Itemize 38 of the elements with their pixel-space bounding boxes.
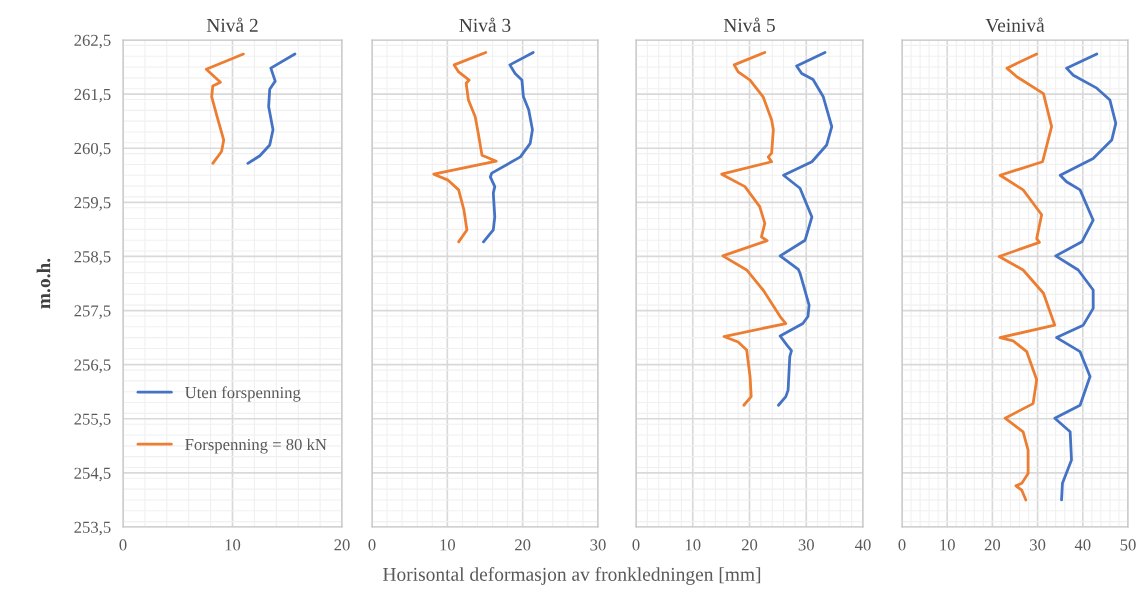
y-tick-label: 256,5 bbox=[74, 359, 111, 374]
legend-label: Forspenning = 80 kN bbox=[185, 438, 327, 454]
y-tick-label: 261,5 bbox=[74, 88, 111, 103]
line-series bbox=[246, 52, 297, 165]
y-tick-label: 258,5 bbox=[74, 251, 111, 265]
y-tick-label: 260,5 bbox=[74, 142, 111, 157]
x-tick-label: 20 bbox=[741, 539, 758, 551]
y-tick-label: 262,5 bbox=[74, 34, 111, 49]
y-tick-label: 255,5 bbox=[74, 413, 111, 428]
chart-title: Veinivå bbox=[985, 17, 1045, 32]
x-tick-label: 30 bbox=[1030, 539, 1046, 551]
x-tick-label: 40 bbox=[854, 539, 871, 551]
x-tick-label: 30 bbox=[590, 539, 606, 551]
x-tick-label: 0 bbox=[632, 539, 640, 551]
x-tick-label: 40 bbox=[1074, 539, 1091, 551]
line-series bbox=[204, 52, 245, 165]
chart-title: Nivå 2 bbox=[206, 17, 258, 32]
x-tick-label: 20 bbox=[515, 539, 531, 551]
x-tick-label: 50 bbox=[1120, 539, 1136, 551]
y-tick-label: 259,5 bbox=[74, 197, 111, 211]
x-tick-label: 10 bbox=[440, 539, 456, 551]
y-tick-label: 253,5 bbox=[74, 521, 111, 536]
x-tick-label: 20 bbox=[984, 539, 1001, 551]
chart-title: Nivå 5 bbox=[723, 17, 775, 32]
x-tick-label: 0 bbox=[368, 539, 376, 551]
y-axis-title: m.o.h. bbox=[36, 258, 51, 309]
y-tick-label: 254,5 bbox=[74, 467, 111, 482]
y-tick-label: 257,5 bbox=[74, 305, 111, 319]
chart-title: Nivå 3 bbox=[459, 17, 511, 32]
x-tick-label: 10 bbox=[940, 539, 955, 551]
x-tick-label: 0 bbox=[119, 539, 127, 551]
x-tick-label: 20 bbox=[334, 539, 350, 551]
legend-label: Uten forspenning bbox=[185, 386, 301, 402]
x-axis-title: Horisontal deformasjon av fronkledningen [mm] bbox=[383, 567, 761, 585]
x-tick-label: 10 bbox=[225, 539, 241, 551]
x-tick-label: 30 bbox=[798, 539, 814, 551]
x-tick-label: 10 bbox=[685, 539, 701, 551]
x-tick-label: 0 bbox=[898, 539, 906, 551]
